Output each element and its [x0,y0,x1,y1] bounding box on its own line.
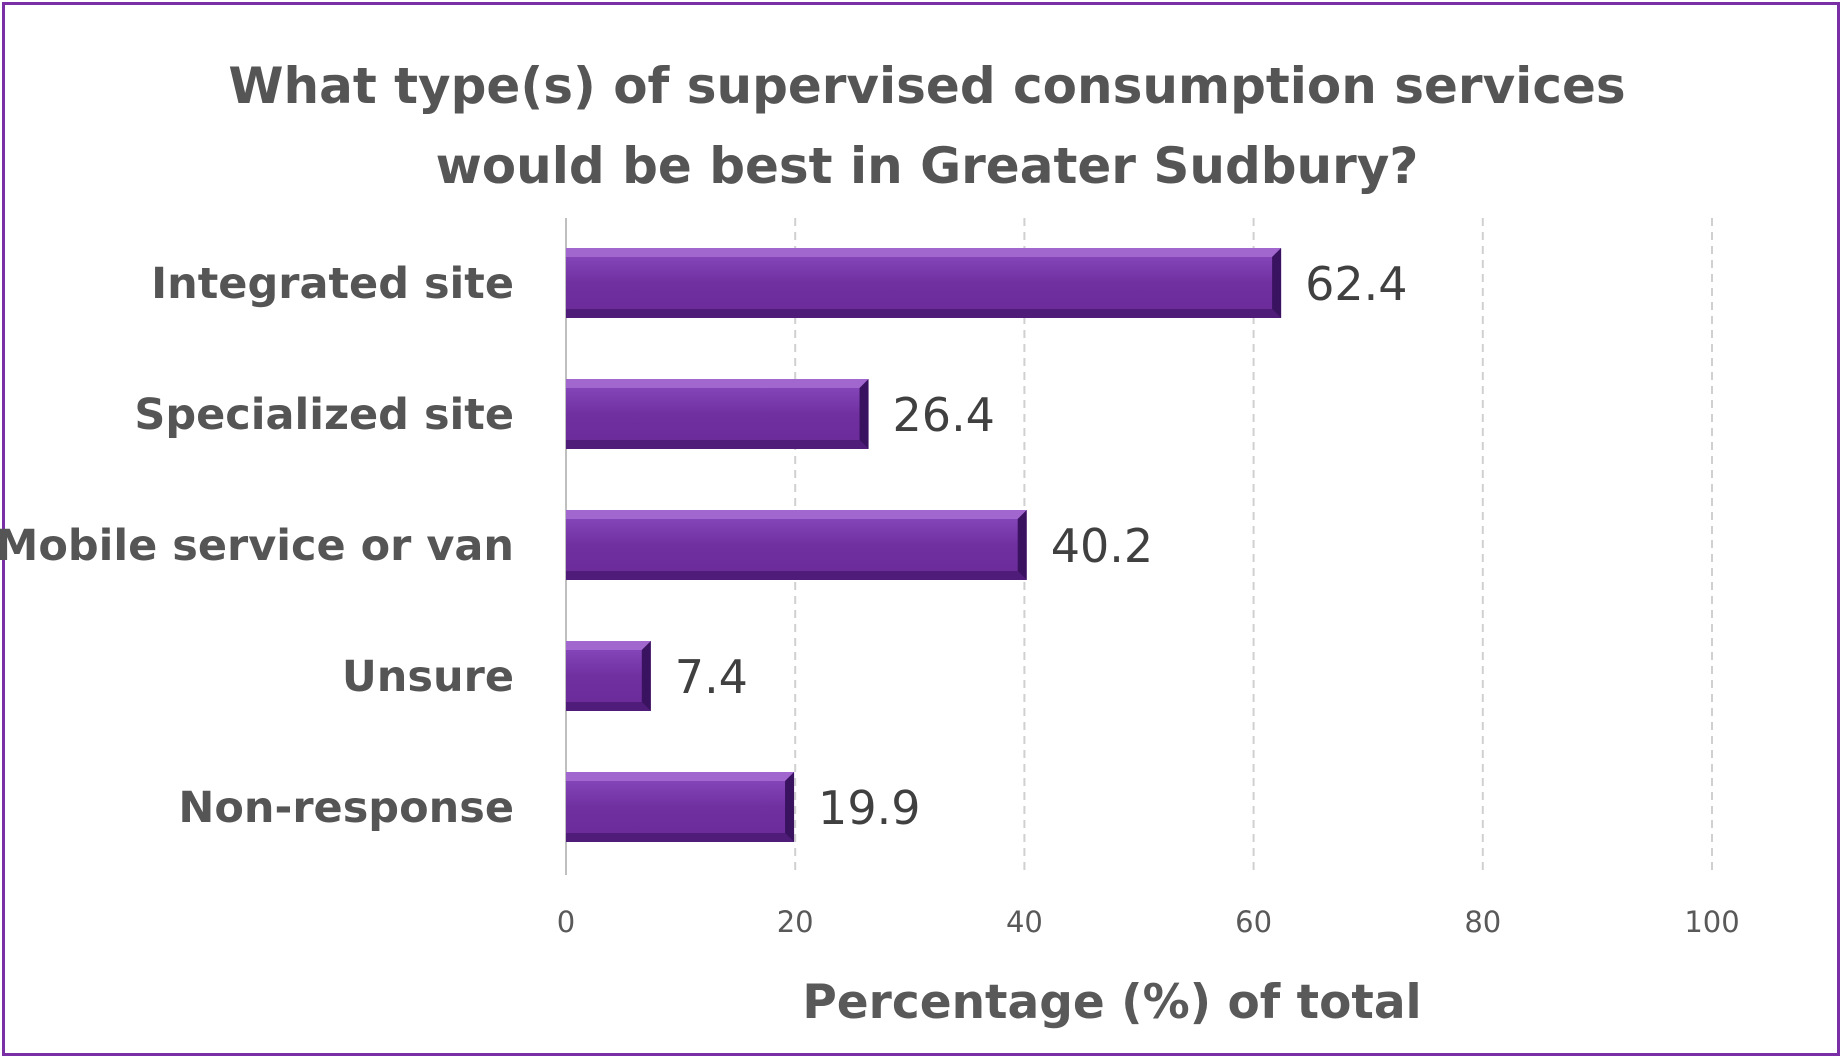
bar [566,510,1027,580]
value-label: 62.4 [1305,257,1407,311]
category-label: Unsure [342,652,514,702]
bar [566,641,651,711]
bar-bevel-bottom [566,702,651,711]
bar-bevel-bottom [566,309,1282,318]
bar-bevel-end [859,379,869,449]
chart-title-line-2: would be best in Greater Sudbury? [435,137,1419,195]
bar-bevel-end [1272,248,1282,318]
bar-bevel-end [1017,510,1027,580]
bar [566,772,795,842]
bar-bevel-top [566,772,795,781]
bar-group [566,772,795,842]
value-label: 26.4 [893,388,995,442]
x-tick-label: 80 [1464,905,1501,939]
bar-bevel-top [566,510,1027,519]
value-label: 40.2 [1051,519,1153,573]
chart-title: What type(s) of supervised consumption s… [0,46,1846,206]
x-tick-label: 0 [557,905,575,939]
x-axis-title: Percentage (%) of total [802,975,1421,1030]
bar-group [566,379,869,449]
bar [566,379,869,449]
bar-bevel-top [566,248,1282,257]
bar [566,248,1282,318]
x-tick-label: 60 [1235,905,1272,939]
bar-bevel-end [785,772,795,842]
bar-bevel-bottom [566,571,1027,580]
bar-group [566,510,1027,580]
bar-bevel-bottom [566,833,795,842]
x-tick-label: 100 [1684,905,1739,939]
bar-bevel-top [566,641,651,650]
chart-title-line-1: What type(s) of supervised consumption s… [228,57,1626,115]
value-label: 7.4 [675,650,748,704]
category-label: Specialized site [134,390,514,440]
category-label: Integrated site [151,259,514,309]
x-tick-label: 20 [777,905,814,939]
bar-bevel-top [566,379,869,388]
category-label: Non-response [178,783,514,833]
bar-bevel-bottom [566,440,869,449]
x-tick-label: 40 [1006,905,1043,939]
value-label: 19.9 [818,781,920,835]
bar-bevel-end [641,641,651,711]
category-label: Mobile service or van [0,521,514,571]
bar-group [566,248,1282,318]
bar-group [566,641,651,711]
